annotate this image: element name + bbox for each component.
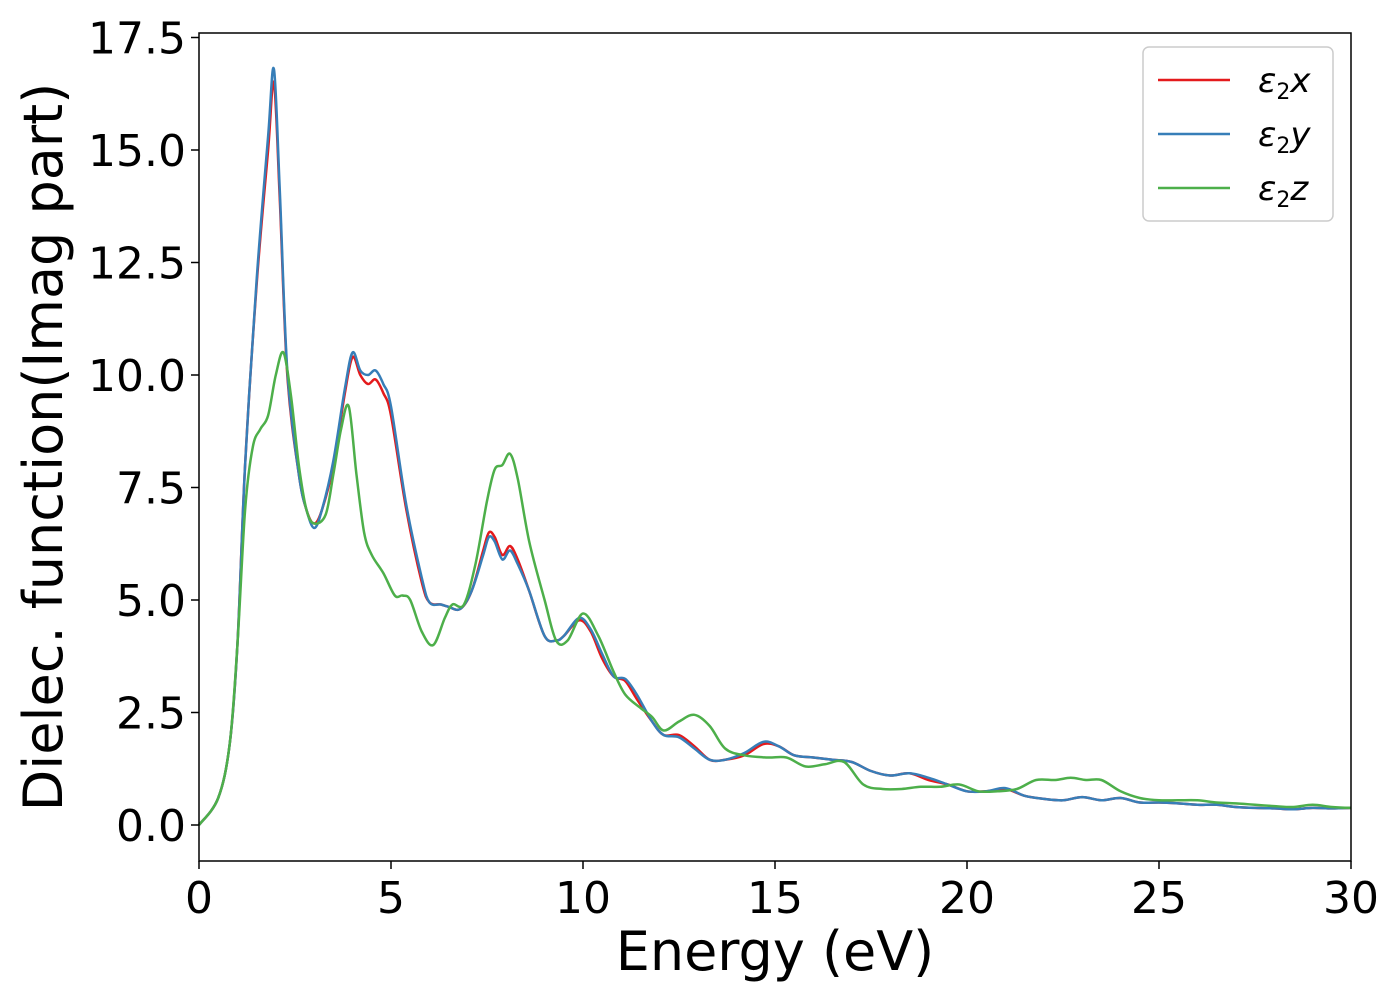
legend-label-y: ε2y (1258, 115, 1311, 159)
y-axis: 0.0 2.5 5.0 7.5 10.0 12.5 15.0 17.5 (88, 14, 199, 852)
legend-box (1142, 46, 1334, 222)
x-tick-label: 20 (939, 873, 995, 924)
y-tick-label: 5.0 (116, 576, 186, 627)
legend: ε2x ε2y ε2z (1142, 46, 1334, 222)
y-axis-title: Dielec. function(Imag part) (12, 83, 75, 812)
series-line-z (197, 350, 1352, 826)
y-tick-label: 15.0 (88, 126, 186, 177)
x-tick-label: 0 (185, 873, 213, 924)
y-tick-label: 0.0 (116, 801, 186, 852)
y-tick-label: 2.5 (116, 689, 186, 740)
y-tick-label: 17.5 (88, 14, 186, 65)
legend-label-x: ε2x (1258, 61, 1311, 105)
plot-lines (197, 66, 1352, 826)
x-tick-label: 25 (1131, 873, 1187, 924)
x-tick-label: 5 (377, 873, 405, 924)
x-tick-label: 30 (1323, 873, 1379, 924)
y-tick-label: 7.5 (116, 464, 186, 515)
y-tick-label: 10.0 (88, 351, 186, 402)
x-tick-label: 10 (555, 873, 611, 924)
legend-label-z: ε2z (1258, 169, 1309, 213)
x-axis-title: Energy (eV) (616, 920, 935, 983)
x-axis: 0 5 10 15 20 25 30 (185, 861, 1379, 924)
x-tick-label: 15 (747, 873, 803, 924)
y-tick-label: 12.5 (88, 239, 186, 290)
